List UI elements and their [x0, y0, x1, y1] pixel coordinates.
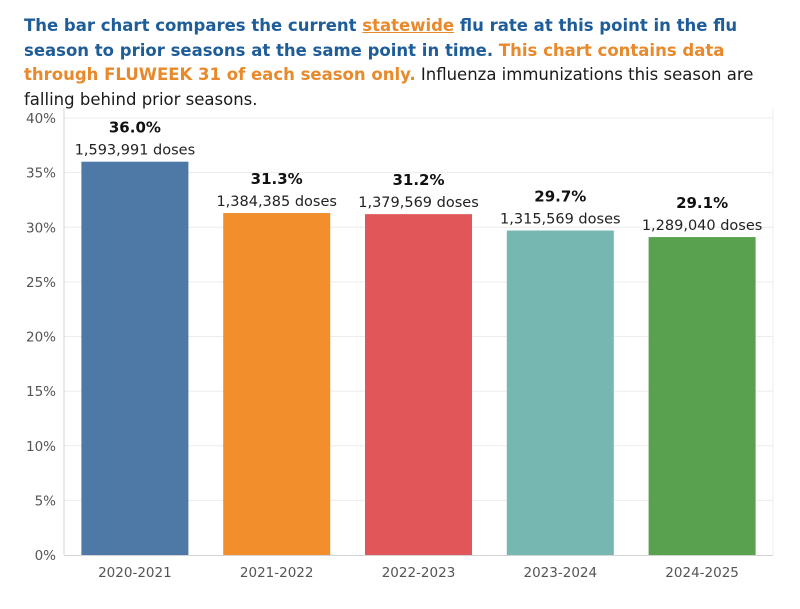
bars: [81, 161, 756, 556]
bar-value-label: 29.7%: [534, 188, 586, 206]
description-part1: The bar chart compares the current: [24, 16, 363, 35]
bar: [648, 237, 756, 555]
x-axis-categories: 2020-2021 2021-2022 2022-2023 2023-2024 2024…: [98, 565, 739, 581]
data-range-note: This chart contains data through FLUWEEK…: [24, 40, 725, 85]
x-category-label: 2023-2024: [524, 565, 598, 581]
y-tick-label: 5%: [35, 493, 57, 509]
x-category-label: 2020-2021: [98, 565, 172, 581]
y-tick-label: 35%: [26, 166, 56, 182]
x-category-label: 2022-2023: [382, 565, 456, 581]
chart-description: The bar chart compares the current state…: [24, 14, 784, 112]
x-category-label: 2024-2025: [665, 565, 739, 581]
y-tick-label: 15%: [26, 384, 56, 400]
y-tick-label: 20%: [26, 330, 56, 346]
bar-doses-label: 1,289,040 doses: [642, 218, 763, 234]
bar-labels: 36.0% 1,593,991 doses 31.3% 1,384,385 doses…: [75, 119, 763, 234]
y-tick-label: 10%: [26, 439, 56, 455]
bar: [81, 161, 189, 555]
x-category-label: 2021-2022: [240, 565, 314, 581]
y-tick-label: 30%: [26, 220, 56, 236]
y-tick-label: 25%: [26, 275, 56, 291]
bar-value-label: 31.3%: [251, 170, 303, 188]
y-tick-label: 0%: [35, 548, 57, 564]
bar-value-label: 31.2%: [392, 171, 444, 189]
bar-doses-label: 1,593,991 doses: [75, 143, 196, 159]
y-axis-ticks: 0% 5% 10% 15% 20% 25% 30% 35% 40%: [26, 111, 56, 564]
immunization-note: Influenza immunizations this season are …: [24, 65, 754, 109]
bar: [506, 230, 614, 555]
bar: [365, 214, 472, 555]
bar-value-label: 29.1%: [676, 194, 728, 212]
statewide-link[interactable]: statewide: [362, 16, 455, 35]
description-part2: flu rate at this point in the flu season…: [24, 16, 738, 60]
bar-doses-label: 1,315,569 doses: [500, 212, 621, 228]
bar-doses-label: 1,379,569 doses: [358, 195, 479, 211]
bar: [223, 213, 331, 556]
bar-doses-label: 1,384,385 doses: [216, 194, 337, 210]
y-tick-label: 40%: [26, 111, 56, 127]
bar-value-label: 36.0%: [109, 119, 161, 137]
